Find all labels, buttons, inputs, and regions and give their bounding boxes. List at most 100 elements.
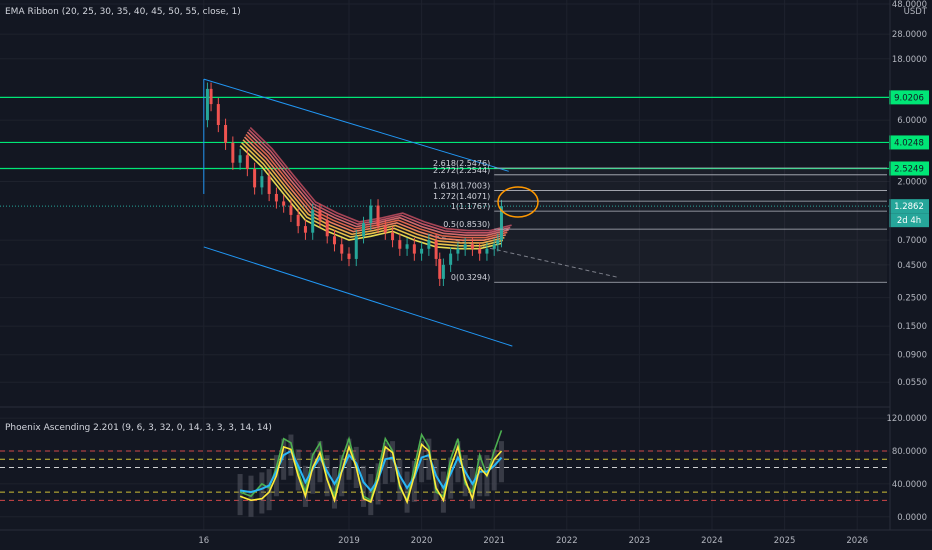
price-tick-label: 0.0550 xyxy=(897,378,927,388)
oscillator-axis[interactable]: 120.0000 80.0000 40.0000 0.0000 xyxy=(886,414,927,523)
countdown-label: 2d 4h xyxy=(897,216,921,226)
price-grid xyxy=(0,0,890,530)
countdown-badge xyxy=(889,213,929,228)
level-badge xyxy=(889,161,929,176)
price-candle-body xyxy=(427,240,431,249)
ema-line xyxy=(242,139,505,244)
price-candle-body xyxy=(496,240,500,245)
price-tick-label: 0.4500 xyxy=(897,261,927,271)
price-candle-body xyxy=(383,226,387,233)
osc-tick-label: 120.0000 xyxy=(886,414,927,424)
fib-level-label: 2.272(2.2544) xyxy=(433,166,490,175)
currency-label: USDT xyxy=(904,7,928,17)
price-candle-body xyxy=(282,201,286,206)
osc-tick-label: 40.0000 xyxy=(892,480,927,490)
projection-dashed-line xyxy=(421,232,618,278)
price-candle-body xyxy=(205,88,209,121)
ema-line xyxy=(241,142,504,247)
phoenix-legend[interactable]: Phoenix Ascending 2.201 (9, 6, 3, 32, 0,… xyxy=(5,423,272,433)
price-candle-body xyxy=(238,155,242,163)
price-candle-body xyxy=(376,205,380,227)
price-candle-body xyxy=(369,205,373,224)
time-tick-label: 16 xyxy=(198,536,209,546)
osc-line xyxy=(239,449,503,494)
channel-upper-line xyxy=(203,78,509,172)
price-tick-label: 28.0000 xyxy=(892,30,927,40)
trend-channel[interactable] xyxy=(203,78,618,347)
price-tick-label: 6.0000 xyxy=(897,116,927,126)
fib-level-label: 0.5(0.8530) xyxy=(443,220,490,229)
price-axis[interactable]: 48.0000 28.0000 18.0000 6.0000 2.0000 0.7000 0… xyxy=(892,0,927,388)
fib-level-label: 1.618(1.7003) xyxy=(433,182,490,191)
price-candle-body xyxy=(485,248,489,254)
price-candle-body xyxy=(492,244,496,249)
price-candle-body xyxy=(325,220,329,237)
price-candle-body xyxy=(224,125,228,143)
price-candle-body xyxy=(296,214,300,227)
level-label: 4.0248 xyxy=(894,138,924,148)
time-tick-label: 2023 xyxy=(629,536,651,546)
price-tick-label: 0.1500 xyxy=(897,322,927,332)
price-candle-body xyxy=(311,210,315,233)
price-candle-body xyxy=(499,206,503,241)
oscillator-series xyxy=(237,430,504,517)
price-series xyxy=(205,82,503,286)
price-candle-body xyxy=(332,236,336,245)
price-candle-body xyxy=(478,248,482,254)
last-price-label: 1.2862 xyxy=(894,202,924,212)
last-price-badge xyxy=(889,199,929,214)
osc-tick-label: 0.0000 xyxy=(897,513,927,523)
price-candle-body xyxy=(405,244,409,249)
fib-level-label: 2.618(2.5476) xyxy=(433,159,490,168)
price-candle-body xyxy=(398,240,402,249)
price-candle-body xyxy=(245,155,249,170)
ema-line xyxy=(243,136,506,241)
horizontal-levels[interactable]: 9.0206 4.0248 2.5249 1.2862 2d 4h xyxy=(0,90,929,228)
time-tick-label: 2019 xyxy=(338,536,360,546)
price-candle-body xyxy=(362,223,366,237)
time-axis[interactable]: 16 2019 2020 2021 2022 2023 2024 2025 2026 xyxy=(198,536,868,546)
price-candle-body xyxy=(434,240,438,259)
price-candle-body xyxy=(463,244,467,249)
price-candle-body xyxy=(209,88,213,105)
price-candle-body xyxy=(391,232,395,241)
level-label: 2.5249 xyxy=(894,164,924,174)
price-tick-label: 0.2500 xyxy=(897,294,927,304)
price-candle-body xyxy=(216,104,220,126)
time-tick-label: 2020 xyxy=(411,536,433,546)
price-candle-body xyxy=(470,244,474,249)
price-candle-body xyxy=(449,253,453,265)
level-label: 9.0206 xyxy=(894,93,924,103)
time-tick-label: 2025 xyxy=(774,536,796,546)
level-badge xyxy=(889,135,929,150)
level-badge xyxy=(889,90,929,105)
time-tick-label: 2021 xyxy=(483,536,505,546)
price-candle-body xyxy=(354,236,358,259)
price-candle-body xyxy=(340,244,344,254)
fib-level-label: 0(0.3294) xyxy=(451,273,490,282)
price-candle-body xyxy=(231,142,235,163)
price-candle-body xyxy=(260,176,264,188)
fib-extension[interactable]: 2.618(2.5476)2.272(2.2544) 1.618(1.7003) 1… xyxy=(433,159,887,283)
osc-line xyxy=(239,442,503,505)
channel-lower-line xyxy=(203,246,513,347)
fib-level-label: 1(1.1767) xyxy=(451,202,490,211)
annotation-circle[interactable] xyxy=(497,186,539,218)
price-candle-body xyxy=(441,264,445,279)
price-candle-body xyxy=(420,248,424,254)
time-tick-label: 2022 xyxy=(556,536,578,546)
price-tick-label: 0.0900 xyxy=(897,351,927,361)
price-candle-body xyxy=(253,169,257,188)
ema-legend[interactable]: EMA Ribbon (20, 25, 30, 35, 40, 45, 50, … xyxy=(5,7,241,17)
ema-line xyxy=(249,126,512,232)
price-tick-label: 2.0000 xyxy=(897,178,927,188)
price-tick-label: 0.7000 xyxy=(897,236,927,246)
time-tick-label: 2026 xyxy=(846,536,868,546)
osc-tick-label: 80.0000 xyxy=(892,447,927,457)
price-candle-body xyxy=(274,193,278,202)
time-tick-label: 2024 xyxy=(701,536,723,546)
price-tick-label: 48.0000 xyxy=(892,0,927,10)
price-candle-body xyxy=(289,205,293,215)
price-candle-body xyxy=(412,244,416,254)
